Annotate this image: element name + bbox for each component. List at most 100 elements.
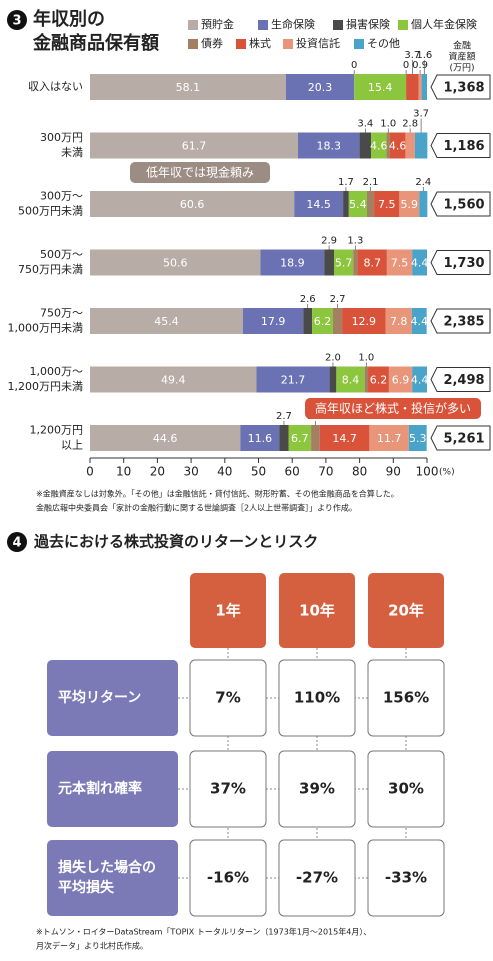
data-label: 18.9 xyxy=(280,257,305,270)
data-label: 1.0 xyxy=(358,353,374,364)
bar-segment xyxy=(408,425,427,451)
bar-segment xyxy=(374,191,400,217)
total-box xyxy=(430,250,491,275)
totals-header: 金融 xyxy=(453,40,471,52)
x-tick-label: 80 xyxy=(352,465,367,479)
bar-segment xyxy=(319,425,370,451)
data-label: 2.9 xyxy=(321,236,337,247)
legend-swatch xyxy=(258,20,268,30)
chart-title: 年収別の xyxy=(33,8,105,30)
cell xyxy=(367,839,445,917)
legend-swatch xyxy=(333,20,343,30)
data-label: 1.3 xyxy=(347,236,363,247)
bar-segment xyxy=(90,191,295,217)
row-header xyxy=(47,840,178,916)
data-label: 6.9 xyxy=(392,374,410,387)
totals-header: (万円) xyxy=(449,63,474,74)
legend-label: 預貯金 xyxy=(201,17,234,31)
data-label: 5.4 xyxy=(349,198,367,211)
data-label: 58.1 xyxy=(176,81,201,94)
bar-segment xyxy=(421,74,427,100)
row-label: 元本割れ確率 xyxy=(58,780,142,797)
data-label: 7.8 xyxy=(390,315,408,328)
bar-segment xyxy=(414,132,428,159)
data-label: 6.2 xyxy=(314,315,332,328)
data-label: 0 xyxy=(351,60,357,71)
chart-title: 金融商品保有額 xyxy=(32,32,159,54)
data-label: 4.6 xyxy=(389,140,407,153)
data-label: 15.4 xyxy=(368,81,393,94)
legend-label: 債券 xyxy=(201,36,223,50)
category-label: 750万～ xyxy=(40,307,83,320)
bar-segment xyxy=(388,366,413,393)
total-label: 1,560 xyxy=(443,198,484,213)
total-label: 1,730 xyxy=(443,256,484,271)
data-label: 2.7 xyxy=(330,294,346,305)
cell-value: 37% xyxy=(210,780,246,798)
bar-segment xyxy=(386,132,390,159)
data-label: 60.6 xyxy=(180,198,205,211)
bar-segment xyxy=(90,308,243,334)
data-label: 20.3 xyxy=(308,81,333,94)
bar-segment xyxy=(385,308,412,334)
category-label: 未満 xyxy=(61,146,83,159)
x-tick-label: 60 xyxy=(285,465,300,479)
data-label: 2.7 xyxy=(276,411,292,422)
data-label: 17.9 xyxy=(261,315,286,328)
cell xyxy=(367,750,445,828)
cell xyxy=(278,750,356,828)
category-label: 500万円未満 xyxy=(18,205,83,218)
footnote: ※金融資産なしは対象外。「その他」は金融信託・貸付信託、財形貯蓄、その他金融商品… xyxy=(36,489,399,499)
bar-segment xyxy=(288,425,312,451)
data-label: 0 xyxy=(403,60,409,71)
total-box xyxy=(430,308,491,334)
data-label: 2.0 xyxy=(325,353,341,364)
data-label: 3.4 xyxy=(357,119,373,130)
section-number: 4 xyxy=(12,536,21,551)
total-box xyxy=(430,367,491,392)
cell-value: 110% xyxy=(294,689,340,707)
bar-segment xyxy=(389,132,406,159)
row-label: 平均損失 xyxy=(58,879,115,896)
footnote: 月次データ」より北村氏作成。 xyxy=(36,941,148,951)
annotation-box xyxy=(130,162,270,183)
column-header xyxy=(279,573,355,648)
total-label: 1,186 xyxy=(443,139,484,154)
data-label: 4.4 xyxy=(411,374,429,387)
x-tick-label: 40 xyxy=(217,465,232,479)
section-badge xyxy=(7,532,27,552)
x-tick-label: 50 xyxy=(251,465,266,479)
section-badge xyxy=(7,10,27,30)
section-title: 過去における株式投資のリターンとリスク xyxy=(33,533,318,551)
bar-segment xyxy=(303,308,313,334)
column-header xyxy=(368,573,444,648)
cell xyxy=(189,750,267,828)
data-label: 5.9 xyxy=(401,198,419,211)
bar-segment xyxy=(90,425,241,451)
data-label: 1.0 xyxy=(380,119,396,130)
cell-value: 7% xyxy=(215,689,240,707)
data-label: 61.7 xyxy=(182,140,207,153)
bar-segment xyxy=(419,191,428,217)
cell-value: 39% xyxy=(299,780,335,798)
category-label: 1,000万～ xyxy=(30,365,84,378)
data-label: 2.4 xyxy=(415,177,431,188)
cell xyxy=(189,839,267,917)
row-header xyxy=(47,751,178,827)
bar-segment xyxy=(294,191,344,217)
annotation: 低年収では現金頼み xyxy=(146,165,254,180)
data-label: 44.6 xyxy=(153,432,178,445)
bar-segment xyxy=(90,74,286,100)
x-tick-label: 0 xyxy=(86,465,94,479)
bar-segment xyxy=(405,132,415,159)
column-label: 1年 xyxy=(215,602,240,620)
data-label: 8.7 xyxy=(363,257,381,270)
legend-swatch xyxy=(354,39,364,49)
total-label: 2,498 xyxy=(443,373,484,388)
row-label: 損失した場合の xyxy=(58,859,156,876)
cell-value: 30% xyxy=(388,780,424,798)
bar-segment xyxy=(364,366,369,393)
bar-segment xyxy=(371,132,387,159)
bar-segment xyxy=(324,249,334,276)
